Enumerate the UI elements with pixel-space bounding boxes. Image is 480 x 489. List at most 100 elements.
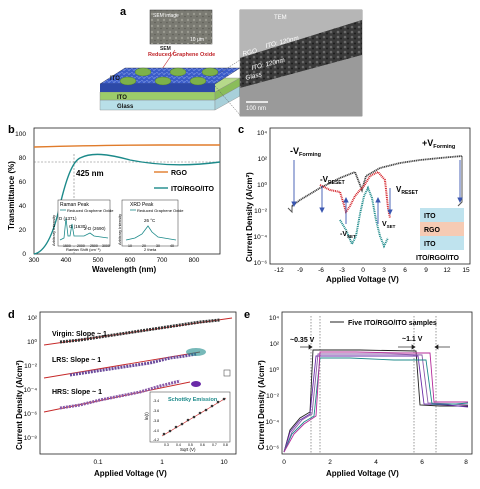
svg-text:RGO: RGO <box>171 170 188 177</box>
svg-text:-3: -3 <box>339 267 345 274</box>
svg-text:ITO: ITO <box>424 241 436 248</box>
svg-text:Schottky Emission: Schottky Emission <box>168 397 218 403</box>
svg-text:10²: 10² <box>270 341 280 348</box>
svg-text:600: 600 <box>125 257 136 264</box>
svg-text:Reduced Graphene Oxide: Reduced Graphene Oxide <box>137 208 184 213</box>
svg-text:-4.2: -4.2 <box>153 438 159 442</box>
panel-c-xlabel: Applied Voltage (V) <box>326 275 399 284</box>
sem-scale-label: 10 μm <box>190 37 204 43</box>
svg-text:15: 15 <box>462 267 470 274</box>
panel-b-ylabel: Transmittance (%) <box>7 161 16 230</box>
panel-e-ann-left: ~0.35 V <box>290 337 315 344</box>
svg-text:2-D (2690): 2-D (2690) <box>84 226 106 231</box>
layer-ito-top-label: ITO <box>110 76 120 82</box>
svg-text:10⁻⁴: 10⁻⁴ <box>266 419 280 426</box>
layer-glass-label: Glass <box>117 104 134 110</box>
svg-text:10⁰: 10⁰ <box>257 181 267 189</box>
set-neg-label: -VSET <box>340 231 356 239</box>
panel-c: c Current Density (A/cm²) Applied Voltag… <box>238 124 471 284</box>
panel-d-frame <box>39 311 237 455</box>
hrs-data <box>59 379 181 410</box>
svg-text:300: 300 <box>29 257 40 264</box>
lrs-label: LRS: Slope ~ 1 <box>52 357 101 364</box>
svg-text:10²: 10² <box>258 156 268 163</box>
svg-text:10⁴: 10⁴ <box>257 130 267 137</box>
svg-text:ITO/RGO/ITO: ITO/RGO/ITO <box>416 255 459 262</box>
panel-e-label: e <box>244 309 250 321</box>
panel-c-arrows <box>291 160 463 224</box>
tem-scale-label: 100 nm <box>246 106 266 112</box>
svg-text:0: 0 <box>361 267 365 274</box>
panel-b-xticks: 300 400 500 600 700 800 <box>29 257 200 264</box>
reset-loop-curve <box>319 170 391 219</box>
svg-text:10⁻²: 10⁻² <box>24 363 38 370</box>
svg-text:-3.6: -3.6 <box>153 409 159 413</box>
panel-e-arrows <box>300 344 450 350</box>
svg-text:D (1371): D (1371) <box>59 216 77 221</box>
svg-text:Arbitrary Intensity: Arbitrary Intensity <box>117 214 122 245</box>
svg-text:0: 0 <box>282 459 286 466</box>
svg-text:8: 8 <box>464 459 468 466</box>
set-loop-curve <box>339 185 389 249</box>
svg-text:10⁻⁴: 10⁻⁴ <box>254 234 268 241</box>
svg-text:0.8: 0.8 <box>223 443 228 447</box>
svg-text:0.7: 0.7 <box>212 443 217 447</box>
reset-pos-label: VRESET <box>396 185 418 196</box>
forming-curve <box>291 155 463 207</box>
svg-text:10⁰: 10⁰ <box>269 366 279 374</box>
svg-text:2 theta: 2 theta <box>144 247 157 252</box>
panel-c-label: c <box>238 124 244 136</box>
svg-text:Arbitrary Intensity: Arbitrary Intensity <box>51 215 56 246</box>
panel-c-xticks: -12 -9 -6 -3 0 3 6 9 12 15 <box>274 267 470 274</box>
svg-text:500: 500 <box>93 257 104 264</box>
panel-e-ylabel: Current Density (A/cm²) <box>257 360 266 450</box>
ito-top-electrodes <box>119 67 219 86</box>
svg-text:0: 0 <box>22 251 26 258</box>
svg-text:ITO/RGO/ITO: ITO/RGO/ITO <box>171 186 214 193</box>
panel-c-ylabel: Current Density (A/cm²) <box>245 172 254 262</box>
svg-text:2000: 2000 <box>77 244 85 248</box>
svg-text:-6: -6 <box>318 267 324 274</box>
svg-text:6: 6 <box>403 267 407 274</box>
virgin-label: Virgin: Slope ~ 1 <box>52 331 107 338</box>
svg-text:700: 700 <box>157 257 168 264</box>
rgo-transmittance-curve <box>33 144 220 148</box>
panel-c-stack-legend: ITO RGO ITO ITO/RGO/ITO <box>416 208 464 262</box>
svg-text:10⁻²: 10⁻² <box>266 393 280 400</box>
svg-text:2: 2 <box>328 459 332 466</box>
svg-text:Raman Peak: Raman Peak <box>60 202 89 208</box>
svg-text:10⁻⁸: 10⁻⁸ <box>24 435 38 442</box>
svg-text:0.4: 0.4 <box>176 443 181 447</box>
svg-text:-3.4: -3.4 <box>153 399 159 403</box>
svg-text:10: 10 <box>220 459 228 466</box>
forming-neg-label: -VForming <box>290 146 321 158</box>
svg-text:400: 400 <box>61 257 72 264</box>
svg-text:10⁻⁶: 10⁻⁶ <box>266 445 280 452</box>
panel-e-ann-right: ~1.1 V <box>402 336 423 343</box>
svg-text:40: 40 <box>170 244 174 248</box>
svg-text:G (1630): G (1630) <box>69 224 87 229</box>
svg-text:XRD Peak: XRD Peak <box>130 202 154 208</box>
svg-text:-3.8: -3.8 <box>153 419 159 423</box>
svg-text:60: 60 <box>19 179 27 186</box>
tem-glass-label: Glass <box>245 71 264 82</box>
svg-text:10⁰: 10⁰ <box>27 338 37 346</box>
svg-text:100: 100 <box>15 131 26 138</box>
panel-e: e Current Density (A/cm²) Applied Voltag… <box>244 309 473 478</box>
panel-b-xlabel: Wavelength (nm) <box>92 265 156 274</box>
xrd-inset: XRD Peak Reduced Graphene Oxide 26 °C Ar… <box>117 199 184 252</box>
panel-b-legend: RGO ITO/RGO/ITO <box>154 170 214 193</box>
svg-text:1500: 1500 <box>63 244 71 248</box>
lrs-data <box>69 352 197 377</box>
raman-inset: Raman Peak Reduced Graphene Oxide D (137… <box>51 199 114 252</box>
svg-text:800: 800 <box>189 257 200 264</box>
panel-b-frame <box>33 127 221 255</box>
panel-e-frame <box>281 311 473 455</box>
panel-b-annotation-425nm: 425 nm <box>76 169 104 178</box>
set-pos-label: VSET <box>382 221 396 229</box>
svg-text:0.5: 0.5 <box>188 443 193 447</box>
svg-text:ln(I): ln(I) <box>144 412 149 420</box>
svg-text:2500: 2500 <box>90 244 98 248</box>
svg-text:10⁻²: 10⁻² <box>254 208 268 215</box>
